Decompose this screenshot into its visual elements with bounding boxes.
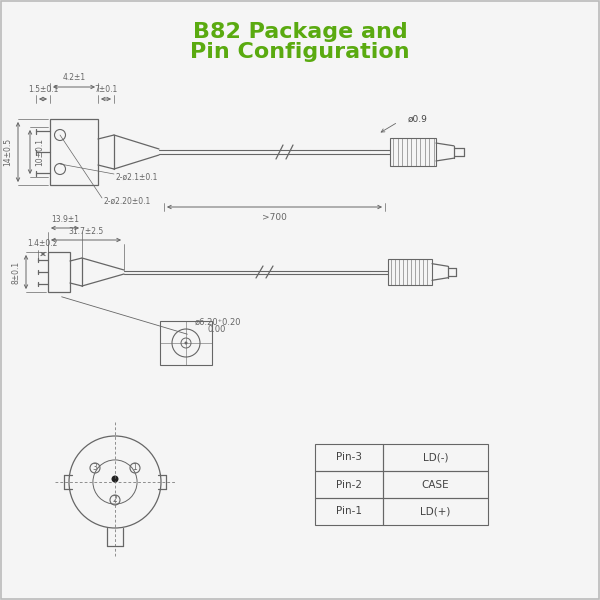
Text: 8±0.1: 8±0.1 xyxy=(11,260,20,284)
Text: 2: 2 xyxy=(113,496,118,505)
Bar xyxy=(383,498,488,525)
Text: 7±0.1: 7±0.1 xyxy=(94,85,118,94)
Text: 1.4±0.2: 1.4±0.2 xyxy=(27,239,57,248)
Bar xyxy=(315,498,383,525)
Text: Pin-1: Pin-1 xyxy=(336,506,362,517)
Text: 2-ø2.1±0.1: 2-ø2.1±0.1 xyxy=(116,173,158,181)
Text: 31.7±2.5: 31.7±2.5 xyxy=(68,226,104,235)
Text: 13.9±1: 13.9±1 xyxy=(51,214,79,223)
Bar xyxy=(390,138,436,166)
Text: 2-ø2.20±0.1: 2-ø2.20±0.1 xyxy=(103,196,150,205)
Text: Pin-3: Pin-3 xyxy=(336,452,362,463)
Text: LD(+): LD(+) xyxy=(421,506,451,517)
Text: 10±0.1: 10±0.1 xyxy=(35,138,44,166)
Text: 4.2±1: 4.2±1 xyxy=(62,73,86,82)
Text: 1.5±0.1: 1.5±0.1 xyxy=(28,85,58,94)
Text: 3: 3 xyxy=(92,463,97,473)
Bar xyxy=(388,259,432,285)
Circle shape xyxy=(185,341,187,344)
Bar xyxy=(315,471,383,498)
Text: 0.00: 0.00 xyxy=(208,325,226,335)
Text: B82 Package and: B82 Package and xyxy=(193,22,407,42)
Bar xyxy=(50,119,98,185)
Text: CASE: CASE xyxy=(422,479,449,490)
Text: Pin Configuration: Pin Configuration xyxy=(190,42,410,62)
Bar xyxy=(160,321,212,365)
Text: 14±0.5: 14±0.5 xyxy=(4,138,13,166)
Bar xyxy=(48,252,70,292)
Text: 1: 1 xyxy=(133,463,137,473)
Text: ø6.20⁺0.20: ø6.20⁺0.20 xyxy=(195,317,241,326)
Text: Pin-2: Pin-2 xyxy=(336,479,362,490)
Text: LD(-): LD(-) xyxy=(423,452,448,463)
Text: >700: >700 xyxy=(262,214,287,223)
Text: ø0.9: ø0.9 xyxy=(408,115,428,124)
Circle shape xyxy=(112,475,119,482)
Bar xyxy=(383,471,488,498)
Bar xyxy=(383,444,488,471)
Bar xyxy=(315,444,383,471)
